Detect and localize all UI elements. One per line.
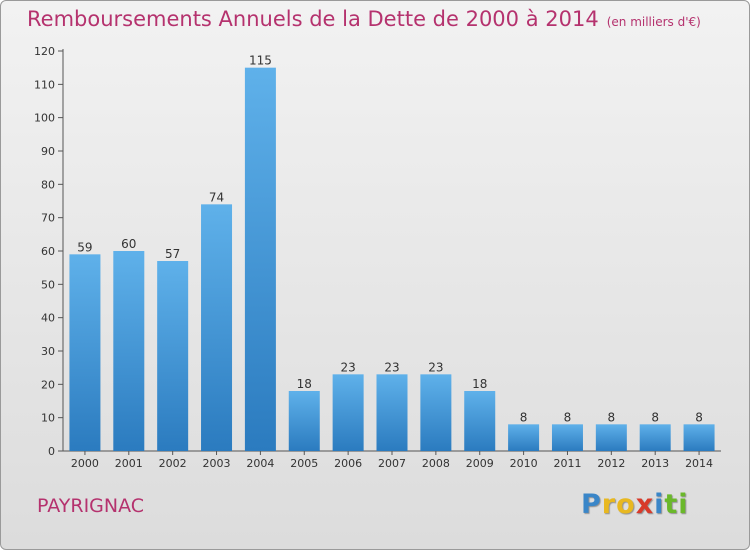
x-tick-label: 2008 <box>422 457 450 470</box>
proxiti-logo: Proxiti <box>581 489 689 520</box>
x-tick-label: 2002 <box>159 457 187 470</box>
bar <box>639 424 671 451</box>
y-tick-label: 110 <box>34 78 55 91</box>
bar <box>464 391 496 451</box>
logo-letter: i <box>678 489 689 520</box>
logo-letter: o <box>616 489 636 520</box>
data-label: 115 <box>249 54 272 68</box>
commune-name: PAYRIGNAC <box>37 495 145 517</box>
logo-letter: t <box>664 489 679 520</box>
data-label: 8 <box>651 410 659 424</box>
unit-label: (en milliers d'€) <box>606 15 701 29</box>
data-label: 57 <box>165 247 180 261</box>
data-label: 74 <box>209 190 224 204</box>
logo-letter: P <box>581 489 602 520</box>
x-tick-label: 2011 <box>553 457 581 470</box>
x-tick-label: 2010 <box>510 457 538 470</box>
x-tick-label: 2012 <box>597 457 625 470</box>
x-tick-label: 2014 <box>685 457 713 470</box>
bar <box>332 374 364 451</box>
logo-letter: r <box>601 489 617 520</box>
labels-group: 2000 59 2001 60 2002 57 2003 74 2004 115 2005 18 200… <box>71 54 713 470</box>
logo-letter: x <box>635 489 655 520</box>
bar <box>508 424 540 451</box>
y-tick-label: 0 <box>48 445 55 458</box>
y-tick-label: 10 <box>41 412 55 425</box>
data-label: 8 <box>520 410 528 424</box>
bar <box>201 204 233 451</box>
data-label: 18 <box>297 377 312 391</box>
logo-letter: i <box>654 489 665 520</box>
y-tick-label: 120 <box>34 45 55 58</box>
y-tick-label: 90 <box>41 145 55 158</box>
bar <box>376 374 408 451</box>
data-label: 8 <box>695 410 703 424</box>
bars-group <box>69 67 715 452</box>
data-label: 8 <box>564 410 572 424</box>
y-tick-label: 100 <box>34 112 55 125</box>
data-label: 59 <box>77 240 92 254</box>
y-tick-label: 40 <box>41 312 55 325</box>
x-tick-label: 2009 <box>466 457 494 470</box>
x-tick-label: 2007 <box>378 457 406 470</box>
x-tick-label: 2001 <box>115 457 143 470</box>
y-tick-label: 60 <box>41 245 55 258</box>
bar <box>244 67 276 452</box>
data-label: 60 <box>121 237 136 251</box>
bar <box>69 254 101 451</box>
x-tick-label: 2013 <box>641 457 669 470</box>
data-label: 23 <box>428 360 443 374</box>
bar <box>420 374 452 451</box>
data-label: 8 <box>608 410 616 424</box>
data-label: 18 <box>472 377 487 391</box>
y-tick-label: 80 <box>41 178 55 191</box>
x-tick-label: 2005 <box>290 457 318 470</box>
bar <box>288 391 320 451</box>
bar <box>551 424 583 451</box>
data-label: 23 <box>384 360 399 374</box>
y-tick-label: 70 <box>41 212 55 225</box>
bar <box>683 424 715 451</box>
y-tick-label: 20 <box>41 378 55 391</box>
y-tick-label: 50 <box>41 278 55 291</box>
bar <box>157 261 189 451</box>
data-label: 23 <box>340 360 355 374</box>
x-tick-label: 2004 <box>246 457 274 470</box>
bar <box>595 424 627 451</box>
x-tick-label: 2003 <box>203 457 231 470</box>
x-tick-label: 2000 <box>71 457 99 470</box>
y-tick-label: 30 <box>41 345 55 358</box>
bar <box>113 251 145 451</box>
chart-title: Remboursements Annuels de la Dette de 20… <box>27 7 701 31</box>
x-tick-label: 2006 <box>334 457 362 470</box>
